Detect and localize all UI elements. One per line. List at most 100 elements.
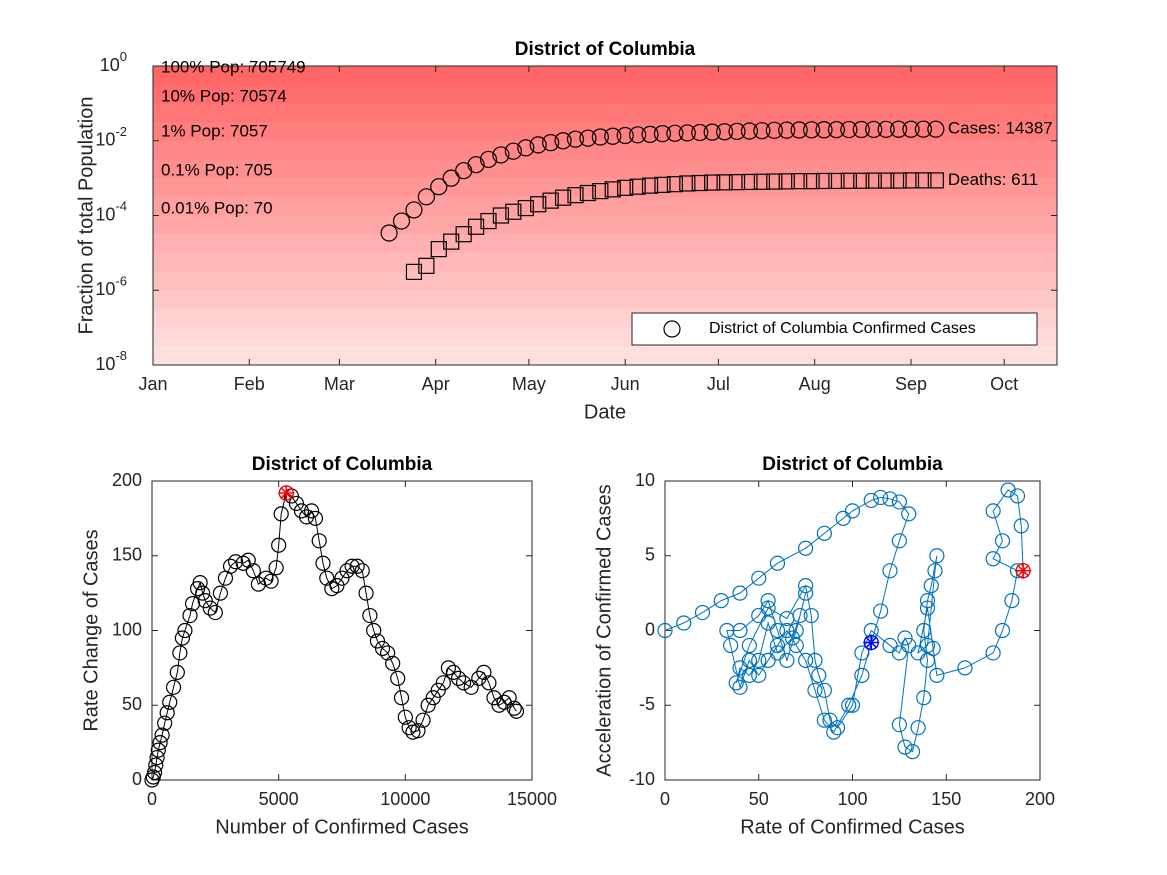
data-marker bbox=[703, 123, 721, 141]
data-marker bbox=[840, 172, 857, 189]
data-marker bbox=[807, 682, 823, 698]
data-marker bbox=[811, 667, 827, 683]
data-marker bbox=[440, 660, 456, 676]
data-marker bbox=[492, 146, 510, 164]
data-marker bbox=[882, 563, 898, 579]
data-marker bbox=[207, 604, 223, 621]
background-band bbox=[153, 271, 1057, 291]
data-marker bbox=[250, 576, 266, 592]
legend-marker bbox=[663, 320, 681, 338]
data-marker bbox=[1004, 592, 1020, 609]
data-marker bbox=[728, 174, 746, 191]
data-marker bbox=[492, 207, 510, 224]
y-tick-label: -10 bbox=[629, 769, 655, 789]
data-marker bbox=[873, 489, 889, 506]
data-marker bbox=[380, 645, 396, 661]
data-marker bbox=[679, 175, 696, 192]
data-line bbox=[664, 489, 1024, 753]
data-marker bbox=[554, 132, 572, 150]
y-tick-label: 100 bbox=[112, 619, 142, 639]
data-marker bbox=[901, 506, 917, 522]
data-marker bbox=[385, 655, 401, 671]
data-marker bbox=[891, 717, 907, 733]
data-marker bbox=[288, 495, 304, 512]
data-marker bbox=[604, 181, 621, 198]
data-marker bbox=[891, 494, 907, 510]
data-marker bbox=[798, 652, 814, 669]
data-marker bbox=[354, 563, 370, 579]
data-marker bbox=[798, 585, 814, 601]
highlight-star bbox=[1015, 562, 1032, 579]
data-marker bbox=[779, 652, 795, 669]
data-marker bbox=[542, 134, 560, 152]
data-marker bbox=[760, 600, 776, 616]
data-marker bbox=[150, 742, 166, 758]
data-marker bbox=[311, 533, 327, 549]
data-marker bbox=[192, 575, 208, 591]
annotation: 0.01% Pop: 70 bbox=[161, 198, 273, 217]
data-marker bbox=[393, 690, 410, 706]
y-tick-label: 0 bbox=[132, 769, 142, 789]
data-marker bbox=[788, 622, 804, 639]
data-marker bbox=[904, 743, 921, 760]
data-marker bbox=[169, 664, 185, 680]
data-marker bbox=[854, 667, 870, 683]
data-marker bbox=[915, 172, 932, 189]
data-marker bbox=[380, 224, 398, 242]
background-band bbox=[153, 103, 1057, 123]
data-marker bbox=[852, 120, 870, 139]
data-marker bbox=[197, 592, 213, 609]
data-marker bbox=[765, 121, 783, 139]
data-marker bbox=[405, 201, 423, 219]
y-tick-label: 50 bbox=[122, 694, 142, 714]
data-marker bbox=[923, 578, 939, 594]
data-marker bbox=[471, 670, 487, 686]
x-tick-label: 15000 bbox=[507, 789, 557, 809]
y-tick-exponent: 0 bbox=[120, 49, 127, 64]
data-marker bbox=[529, 136, 547, 154]
data-marker bbox=[349, 558, 365, 574]
data-marker bbox=[840, 120, 858, 139]
data-marker bbox=[929, 548, 945, 564]
data-marker bbox=[919, 600, 936, 616]
data-marker bbox=[481, 675, 497, 691]
data-marker bbox=[902, 172, 920, 189]
data-marker bbox=[629, 126, 647, 144]
data-marker bbox=[914, 120, 933, 138]
data-marker bbox=[878, 172, 895, 189]
x-tick-label: 5000 bbox=[259, 789, 299, 809]
data-marker bbox=[853, 172, 870, 189]
data-marker bbox=[902, 120, 920, 138]
data-marker bbox=[182, 607, 198, 624]
data-marker bbox=[405, 263, 423, 280]
data-marker bbox=[716, 123, 734, 141]
data-marker bbox=[369, 633, 386, 649]
y-tick-label: 5 bbox=[645, 545, 655, 565]
data-marker bbox=[506, 700, 522, 716]
data-marker bbox=[916, 622, 932, 639]
data-marker bbox=[304, 503, 320, 519]
data-marker bbox=[202, 600, 218, 616]
data-marker bbox=[841, 697, 857, 713]
data-marker bbox=[463, 679, 479, 695]
data-marker bbox=[149, 749, 165, 766]
data-marker bbox=[728, 675, 744, 691]
data-marker bbox=[420, 697, 436, 713]
end-label: Cases: 14387 bbox=[948, 119, 1053, 138]
data-marker bbox=[891, 645, 907, 661]
data-marker bbox=[798, 578, 814, 594]
data-marker bbox=[315, 555, 331, 571]
data-marker bbox=[760, 652, 776, 669]
y-axis-label: Fraction of total Population bbox=[75, 97, 97, 335]
data-marker bbox=[769, 555, 786, 571]
data-marker bbox=[716, 174, 733, 191]
data-marker bbox=[530, 196, 547, 213]
data-marker bbox=[891, 533, 907, 549]
data-marker bbox=[467, 156, 485, 174]
x-axis-label: Rate of Confirmed Cases bbox=[740, 816, 965, 838]
data-marker bbox=[788, 637, 804, 654]
chart-title: District of Columbia bbox=[252, 454, 433, 475]
y-tick-label: 10-2 bbox=[95, 124, 127, 149]
data-marker bbox=[844, 697, 861, 713]
data-marker bbox=[844, 503, 861, 519]
